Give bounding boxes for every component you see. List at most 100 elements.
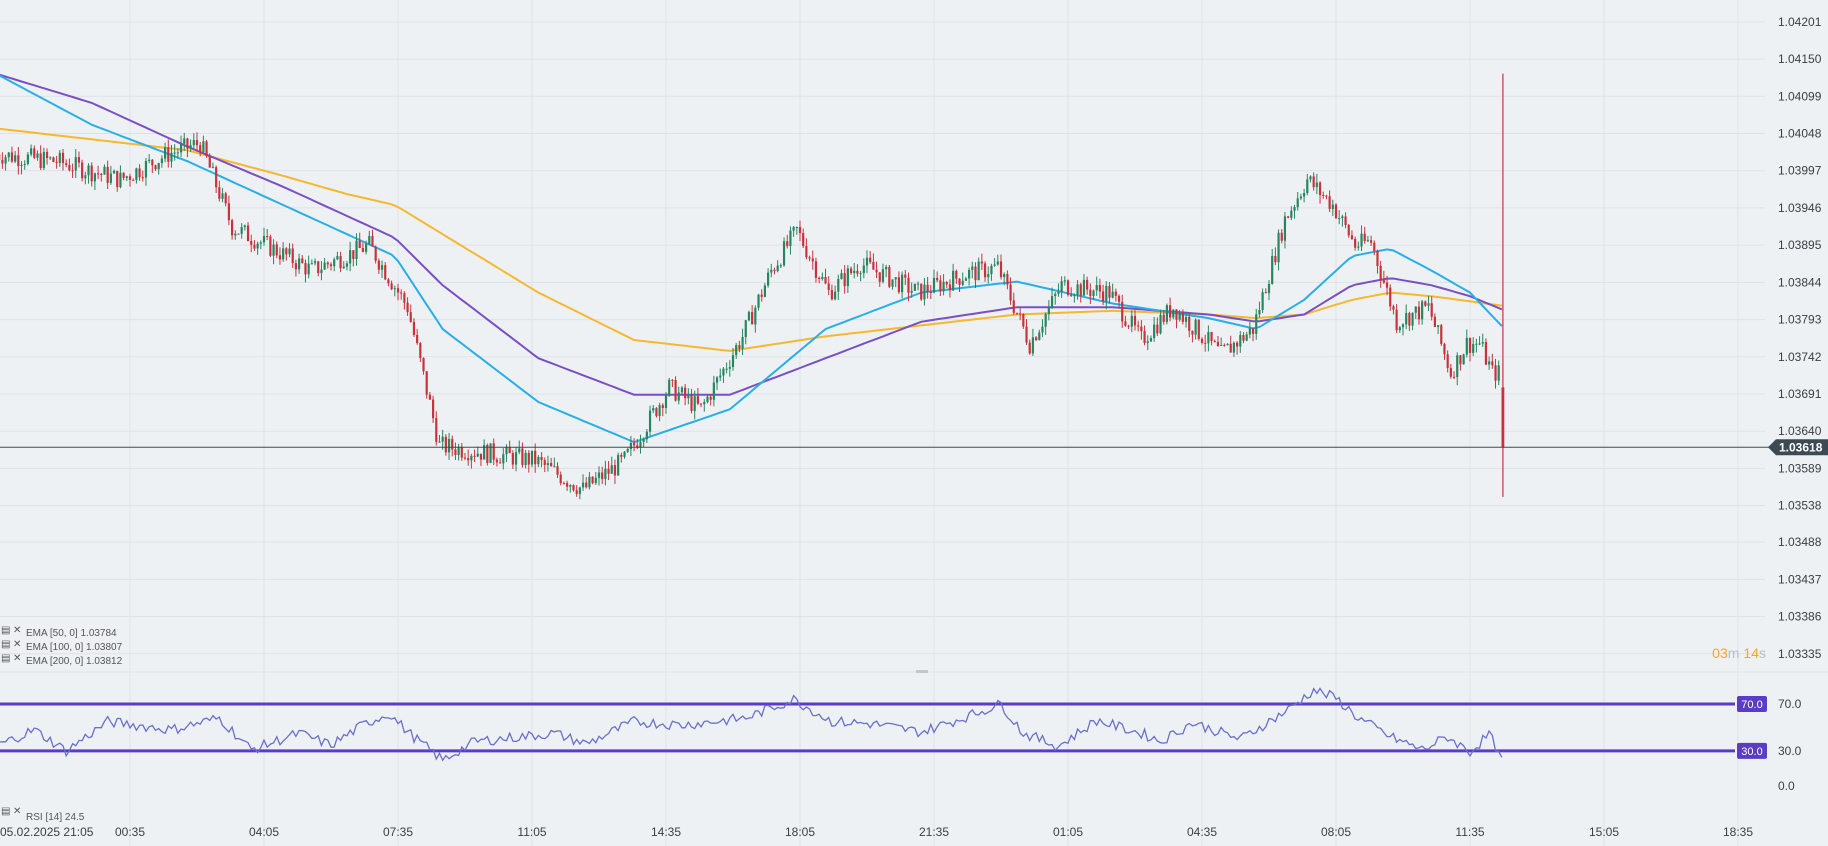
candle-body[interactable] — [553, 466, 556, 468]
candle-body[interactable] — [703, 402, 706, 405]
candle-body[interactable] — [1031, 337, 1035, 354]
pane-resize-handle[interactable] — [916, 670, 928, 673]
rsi-settings-icon[interactable]: ▤ — [1, 806, 10, 817]
candle-body[interactable] — [1258, 310, 1261, 315]
candle-body[interactable] — [435, 418, 438, 442]
candle-body[interactable] — [604, 468, 607, 480]
candle-body[interactable] — [237, 233, 240, 235]
candle-body[interactable] — [904, 274, 907, 278]
candle-body[interactable] — [103, 166, 106, 175]
candle-body[interactable] — [49, 157, 52, 159]
candle-body[interactable] — [818, 277, 821, 280]
candle-body[interactable] — [1267, 283, 1271, 294]
candle-body[interactable] — [514, 452, 518, 465]
candle-body[interactable] — [135, 168, 138, 181]
candle-body[interactable] — [585, 482, 588, 488]
candle-body[interactable] — [939, 280, 942, 292]
candle-body[interactable] — [205, 141, 208, 157]
candle-body[interactable] — [65, 163, 68, 165]
candle-body[interactable] — [371, 235, 374, 247]
candle-body[interactable] — [655, 408, 658, 416]
candle-body[interactable] — [1143, 331, 1146, 344]
candle-body[interactable] — [444, 436, 447, 453]
candle-body[interactable] — [498, 462, 502, 464]
candle-body[interactable] — [1086, 279, 1089, 290]
candle-body[interactable] — [1417, 306, 1421, 320]
candle-body[interactable] — [1213, 341, 1216, 343]
candle-body[interactable] — [993, 264, 996, 266]
candle-body[interactable] — [814, 261, 818, 278]
candle-body[interactable] — [607, 468, 610, 474]
candle-body[interactable] — [983, 263, 987, 278]
candle-body[interactable] — [546, 463, 550, 465]
candle-body[interactable] — [441, 436, 444, 442]
candle-body[interactable] — [1382, 279, 1385, 283]
candle-body[interactable] — [122, 172, 125, 178]
candle-body[interactable] — [1433, 316, 1437, 327]
candle-body[interactable] — [1210, 331, 1213, 342]
candle-body[interactable] — [907, 277, 910, 293]
candle-body[interactable] — [518, 448, 521, 453]
candle-body[interactable] — [996, 261, 999, 265]
candle-body[interactable] — [1405, 313, 1408, 325]
candle-body[interactable] — [221, 193, 224, 199]
candle-body[interactable] — [668, 379, 671, 396]
candle-body[interactable] — [157, 163, 160, 170]
candle-body[interactable] — [779, 265, 782, 267]
candle-body[interactable] — [849, 268, 853, 273]
candle-body[interactable] — [920, 283, 923, 300]
candle-body[interactable] — [1344, 216, 1347, 226]
candle-body[interactable] — [406, 302, 409, 313]
candle-body[interactable] — [1497, 365, 1500, 381]
candle-body[interactable] — [393, 288, 396, 290]
candle-body[interactable] — [291, 248, 294, 264]
candle-body[interactable] — [1197, 319, 1200, 339]
candle-body[interactable] — [1334, 204, 1338, 219]
candle-body[interactable] — [1, 159, 4, 164]
candle-body[interactable] — [1242, 335, 1245, 341]
candle-body[interactable] — [945, 281, 948, 285]
candle-body[interactable] — [1472, 344, 1475, 353]
candle-body[interactable] — [1309, 176, 1312, 180]
candle-body[interactable] — [1200, 338, 1204, 343]
candle-body[interactable] — [550, 463, 553, 467]
candle-body[interactable] — [77, 157, 81, 163]
candle-body[interactable] — [562, 483, 566, 485]
candle-body[interactable] — [1398, 327, 1401, 331]
candle-body[interactable] — [1012, 300, 1015, 313]
candle-body[interactable] — [116, 170, 119, 188]
candle-body[interactable] — [885, 266, 888, 270]
candle-body[interactable] — [543, 460, 546, 465]
candle-body[interactable] — [620, 455, 623, 457]
candle-body[interactable] — [151, 159, 154, 166]
candle-body[interactable] — [610, 465, 613, 474]
candle-body[interactable] — [1044, 314, 1047, 327]
candle-body[interactable] — [881, 269, 885, 282]
candle-body[interactable] — [1468, 338, 1472, 353]
candle-body[interactable] — [425, 371, 428, 395]
candle-body[interactable] — [396, 288, 400, 293]
candle-body[interactable] — [301, 258, 304, 263]
legend-settings-icon[interactable]: ▤ — [1, 653, 10, 664]
candle-body[interactable] — [1070, 294, 1073, 296]
candle-body[interactable] — [256, 243, 259, 249]
candle-body[interactable] — [556, 466, 559, 475]
candle-body[interactable] — [352, 250, 355, 260]
candle-body[interactable] — [1315, 182, 1318, 188]
candle-body[interactable] — [1255, 314, 1258, 334]
candle-body[interactable] — [387, 279, 390, 284]
candle-body[interactable] — [505, 446, 508, 455]
candle-body[interactable] — [530, 450, 534, 465]
candle-body[interactable] — [1079, 284, 1082, 296]
candle-body[interactable] — [253, 244, 256, 249]
candle-body[interactable] — [438, 441, 441, 443]
candle-body[interactable] — [224, 193, 227, 204]
candle-body[interactable] — [1153, 324, 1156, 339]
candle-body[interactable] — [1465, 338, 1468, 355]
candle-body[interactable] — [1184, 316, 1188, 322]
candle-body[interactable] — [1414, 306, 1417, 313]
candle-body[interactable] — [808, 257, 811, 259]
candle-body[interactable] — [112, 170, 116, 174]
candle-body[interactable] — [1159, 314, 1162, 334]
